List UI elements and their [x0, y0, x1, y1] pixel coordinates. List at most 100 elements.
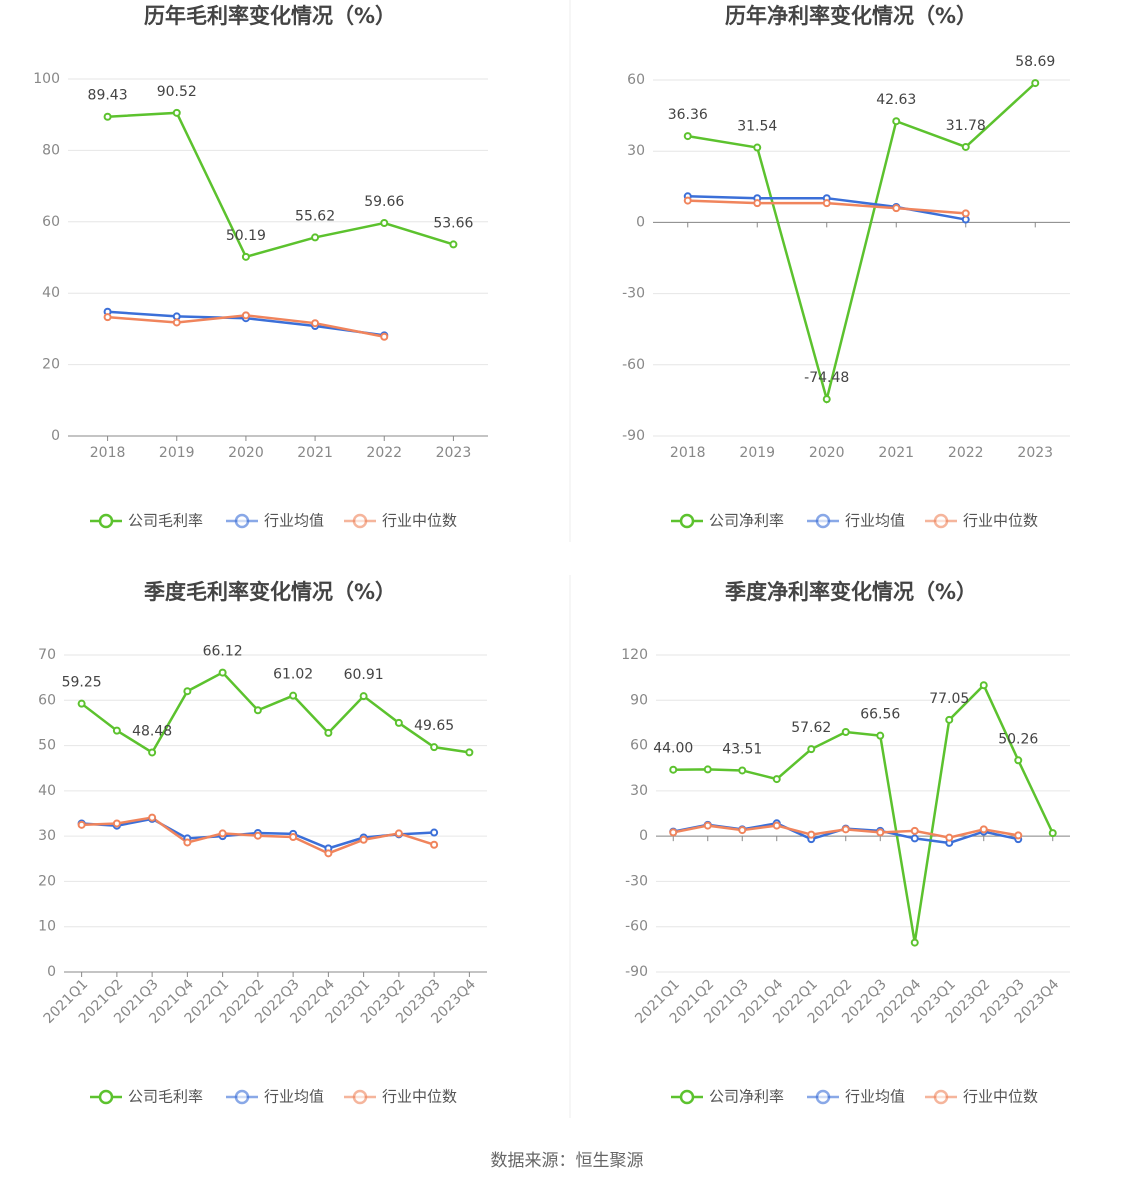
point	[148, 813, 157, 822]
y-tick-label: 20	[42, 357, 60, 373]
legend-icon	[98, 513, 114, 529]
y-tick-label: 80	[42, 142, 60, 158]
legend-label: 公司净利率	[709, 1088, 784, 1106]
y-tick-label: 60	[38, 692, 56, 708]
y-tick-label: 20	[38, 873, 56, 889]
point	[807, 830, 816, 839]
legend-icon	[352, 513, 368, 529]
point	[148, 748, 157, 757]
y-tick-label: 40	[38, 783, 56, 799]
point	[1031, 79, 1040, 88]
legend-label: 行业均值	[845, 512, 905, 530]
y-tick-label: 120	[621, 647, 648, 663]
point	[945, 833, 954, 842]
data-label: 60.91	[344, 667, 384, 683]
legend-label: 行业中位数	[382, 512, 457, 530]
point	[218, 829, 227, 838]
point	[112, 819, 121, 828]
y-tick-label: 50	[38, 738, 56, 754]
legend-label: 行业均值	[264, 512, 324, 530]
point	[753, 143, 762, 152]
series-line	[687, 82, 1037, 405]
point	[430, 840, 439, 849]
data-label: 58.69	[1015, 54, 1055, 70]
series-line	[107, 111, 454, 259]
y-tick-label: 0	[51, 428, 60, 444]
data-label: 89.43	[88, 88, 128, 104]
legend-label: 公司净利率	[709, 512, 784, 530]
y-tick-label: 90	[630, 692, 648, 708]
point	[876, 731, 885, 740]
point	[738, 826, 747, 835]
y-tick-label: 30	[630, 783, 648, 799]
point	[218, 668, 227, 677]
data-label: 53.66	[433, 215, 473, 231]
x-tick-label: 2020	[809, 445, 845, 461]
point	[683, 132, 692, 141]
data-label: 66.56	[860, 707, 900, 723]
data-label: 42.63	[876, 92, 916, 108]
point	[892, 204, 901, 213]
data-label: 48.48	[132, 723, 172, 739]
legend-icon	[679, 513, 695, 529]
legend-icon	[679, 1089, 695, 1105]
point	[359, 835, 368, 844]
y-tick-label: -60	[622, 357, 645, 373]
point	[979, 681, 988, 690]
y-tick-label: 10	[38, 919, 56, 935]
point	[841, 727, 850, 736]
point	[77, 820, 86, 829]
point	[1014, 831, 1023, 840]
point	[772, 821, 781, 830]
chart-title: 季度净利率变化情况（%）	[725, 580, 977, 604]
x-tick-label: 2023	[436, 445, 472, 461]
legend-icon	[933, 513, 949, 529]
legend-label: 行业均值	[845, 1088, 905, 1106]
point	[172, 108, 181, 117]
x-tick-label: 2021	[878, 445, 914, 461]
point	[961, 215, 970, 224]
x-tick-label: 2022	[948, 445, 984, 461]
legend-label: 公司毛利率	[128, 1088, 203, 1106]
legend-icon	[352, 1089, 368, 1105]
point	[683, 196, 692, 205]
x-tick-label: 2023	[1017, 445, 1053, 461]
y-tick-label: 60	[627, 72, 645, 88]
point	[394, 718, 403, 727]
data-label: 43.51	[722, 741, 762, 757]
y-tick-label: 40	[42, 285, 60, 301]
y-tick-label: -90	[625, 964, 648, 980]
point	[822, 395, 831, 404]
data-label: 90.52	[157, 84, 197, 100]
legend-icon	[815, 1089, 831, 1105]
point	[380, 332, 389, 341]
point	[465, 748, 474, 757]
data-label: 66.12	[203, 644, 243, 660]
y-tick-label: -30	[625, 873, 648, 889]
y-tick-label: -30	[622, 286, 645, 302]
data-label: 77.05	[929, 691, 969, 707]
x-tick-label: 2021	[297, 445, 333, 461]
y-tick-label: -90	[622, 428, 645, 444]
point	[892, 117, 901, 126]
point	[910, 834, 919, 843]
x-tick-label: 2019	[159, 445, 195, 461]
series-line	[80, 671, 470, 755]
y-tick-label: 0	[636, 214, 645, 230]
legend-icon	[933, 1089, 949, 1105]
x-tick-label: 2018	[90, 445, 126, 461]
y-tick-label: 30	[38, 828, 56, 844]
point	[172, 318, 181, 327]
data-label: 59.25	[62, 675, 102, 691]
point	[253, 831, 262, 840]
x-tick-label: 2019	[739, 445, 775, 461]
legend-label: 行业中位数	[963, 1088, 1038, 1106]
legend-icon	[815, 513, 831, 529]
y-tick-label: 0	[47, 964, 56, 980]
point	[112, 726, 121, 735]
point	[772, 775, 781, 784]
data-label: 61.02	[273, 667, 313, 683]
data-label: 36.36	[668, 107, 708, 123]
point	[1014, 756, 1023, 765]
point	[961, 142, 970, 151]
